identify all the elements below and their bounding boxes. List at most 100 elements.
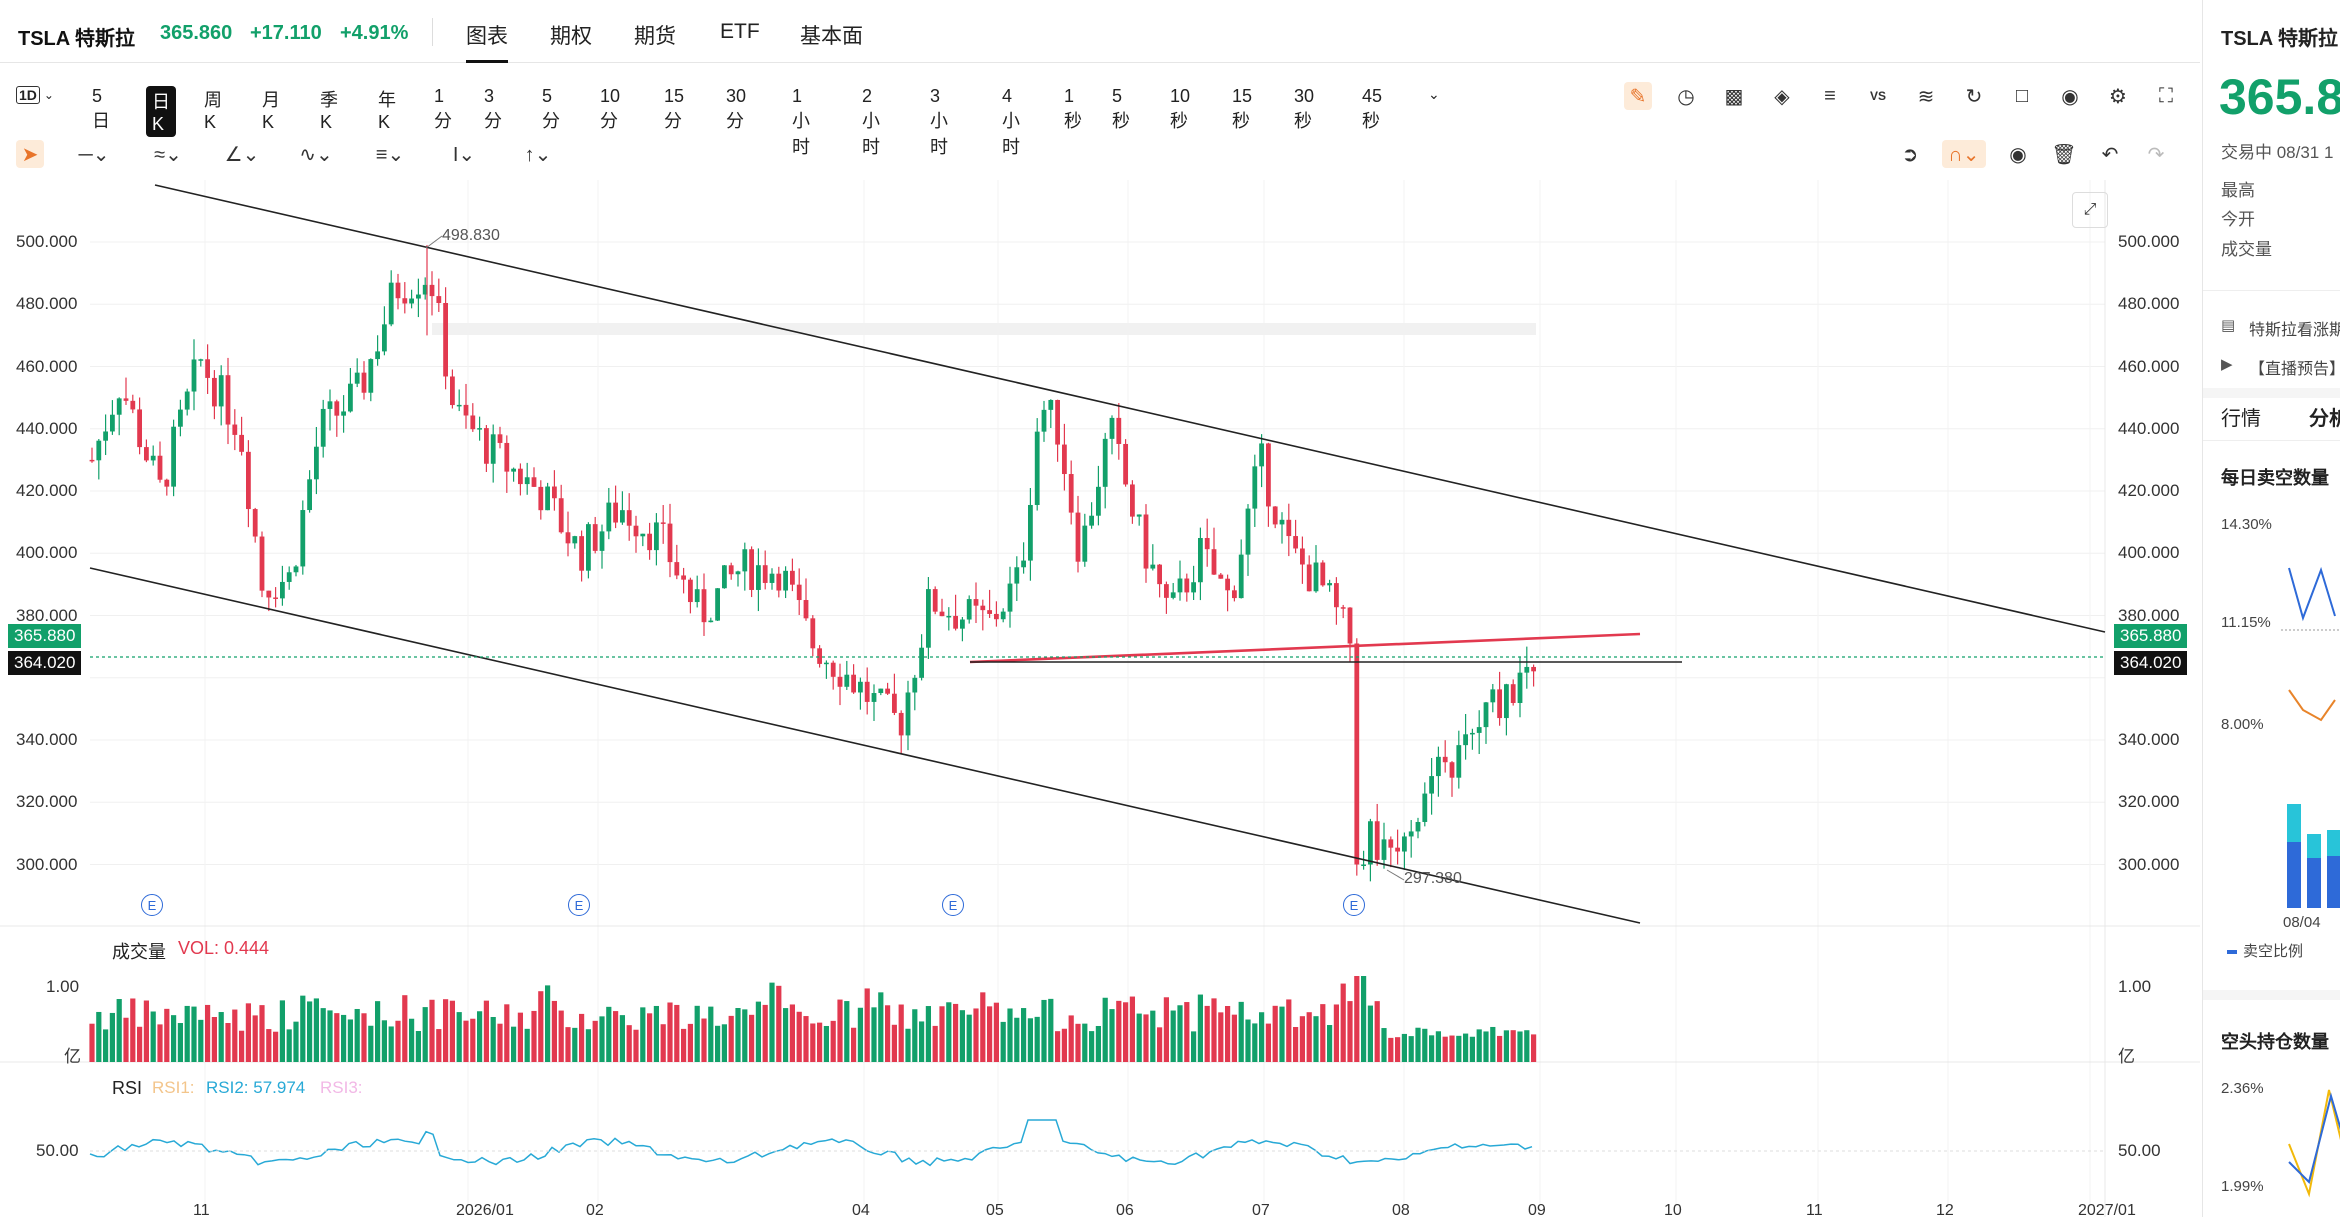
volume-bar — [1361, 976, 1367, 1062]
angle-tool-icon[interactable]: ∠⌄ — [224, 143, 260, 166]
compare-vs-icon[interactable]: VS — [1869, 89, 1886, 103]
candle-body — [1361, 864, 1366, 866]
timeframe-5[interactable]: 年K — [378, 90, 396, 132]
timeframe-0[interactable]: 5日 — [92, 86, 110, 131]
timeframe-3[interactable]: 月K — [262, 90, 280, 132]
magnet-icon[interactable]: ∩⌄ — [1942, 140, 1986, 168]
timeframe-12[interactable]: 1小时 — [792, 86, 810, 157]
fullscreen-icon[interactable]: ⛶ — [2159, 84, 2173, 107]
chevron-down-icon[interactable]: ⌄ — [1428, 86, 1440, 102]
volume-bar — [524, 1028, 530, 1062]
candle-body — [892, 693, 897, 713]
redo-icon[interactable]: ↷ — [2147, 143, 2165, 166]
eraser-icon[interactable]: ➲ — [1901, 143, 1919, 166]
tab-quote[interactable]: 行情 — [2221, 408, 2261, 430]
camera-icon[interactable]: ◉ — [2061, 85, 2079, 108]
volume-bar — [89, 1023, 95, 1062]
timeframe-15[interactable]: 4小时 — [1002, 86, 1020, 157]
timeframe-13[interactable]: 2小时 — [862, 86, 880, 157]
volume-bar — [1463, 1033, 1469, 1062]
tab-chart[interactable]: 图表 — [466, 20, 508, 63]
volume-bar — [218, 1012, 224, 1062]
news-item[interactable]: 【直播预告】 — [2249, 361, 2340, 378]
period-dropdown[interactable]: 1D ⌄ — [16, 86, 54, 104]
candle-body — [1381, 839, 1387, 860]
news-item[interactable]: 特斯拉看涨期 — [2249, 322, 2340, 339]
timeframe-4[interactable]: 季K — [320, 90, 338, 132]
volume-bar — [1435, 1031, 1441, 1062]
volume-bar — [517, 1012, 523, 1062]
timeframe-20[interactable]: 30秒 — [1294, 86, 1315, 131]
undo-icon[interactable]: ↶ — [2101, 143, 2119, 166]
expand-icon[interactable]: ⤢ — [2072, 192, 2108, 228]
eye-icon[interactable]: ◉ — [2009, 143, 2027, 166]
volume-bar — [592, 1020, 598, 1062]
line-tool-icon[interactable]: ─⌄ — [78, 143, 110, 166]
square-icon[interactable]: □ — [2015, 84, 2029, 107]
price-tick: 440.000 — [2118, 418, 2180, 438]
timeframe-17[interactable]: 5秒 — [1112, 86, 1130, 131]
candle-body — [1238, 554, 1244, 599]
fib-tool-icon[interactable]: ≡⌄ — [375, 143, 405, 166]
candle-body — [973, 599, 979, 606]
volume-bar — [687, 1023, 693, 1062]
last-price-tag-left: 365.880 — [8, 624, 82, 648]
volume-bar — [395, 1020, 401, 1062]
timeframe-16[interactable]: 1秒 — [1064, 86, 1082, 131]
arrow-tool-icon[interactable]: ↑⌄ — [524, 143, 552, 166]
gear-icon[interactable]: ⚙ — [2109, 85, 2127, 108]
timeframe-14[interactable]: 3小时 — [930, 86, 948, 157]
replay-icon[interactable]: ↻ — [1965, 85, 1983, 108]
cursor-icon[interactable]: ➤ — [16, 140, 44, 168]
volume-bar — [354, 1008, 360, 1062]
candle-body — [89, 459, 95, 462]
layers-icon[interactable]: ◈ — [1774, 85, 1790, 108]
candle-body — [1449, 762, 1455, 778]
candle-body — [939, 611, 945, 617]
tab-fundamentals[interactable]: 基本面 — [800, 25, 863, 48]
pencil-icon[interactable]: ✎ — [1624, 82, 1652, 110]
timeframe-7[interactable]: 3分 — [484, 86, 502, 131]
tab-futures[interactable]: 期货 — [634, 25, 676, 48]
trash-icon[interactable]: 🗑 — [2051, 143, 2077, 166]
high-annotation: 498.830 — [442, 227, 500, 244]
tab-analysis[interactable]: 分析 — [2309, 408, 2340, 430]
text-tool-icon[interactable]: I⌄ — [452, 143, 476, 166]
timeframe-1[interactable]: 日K — [146, 86, 176, 137]
volume-bar — [878, 992, 884, 1062]
volume-bar — [1109, 1009, 1115, 1062]
candle-body — [1422, 793, 1428, 822]
candle-body — [137, 409, 142, 448]
timeframe-21[interactable]: 45秒 — [1362, 86, 1383, 131]
speedometer-icon[interactable]: ◷ — [1677, 85, 1695, 108]
volume-bar — [762, 1004, 768, 1062]
earnings-marker[interactable]: E — [568, 894, 590, 916]
timeframe-8[interactable]: 5分 — [542, 86, 560, 131]
candle-body — [926, 589, 931, 648]
price-chart[interactable] — [0, 180, 2200, 1217]
volume-bar — [381, 1020, 387, 1062]
timeframe-11[interactable]: 30分 — [726, 86, 747, 131]
tab-etf[interactable]: ETF — [720, 20, 760, 43]
volume-bar — [402, 995, 408, 1062]
earnings-marker[interactable]: E — [1343, 894, 1365, 916]
tab-options[interactable]: 期权 — [550, 25, 592, 48]
indicator-icon[interactable]: ≋ — [1917, 85, 1935, 108]
timeframe-18[interactable]: 10秒 — [1170, 86, 1191, 131]
pattern-tool-icon[interactable]: ∿⌄ — [299, 143, 333, 166]
candlestick-icon[interactable]: ▩ — [1724, 85, 1744, 108]
stat-high-label: 最高 — [2221, 181, 2255, 200]
candle-body — [790, 570, 795, 585]
earnings-marker[interactable]: E — [141, 894, 163, 916]
volume-bar — [1252, 1023, 1258, 1062]
brush-tool-icon[interactable]: ≈⌄ — [154, 143, 182, 166]
timeframe-2[interactable]: 周K — [204, 90, 222, 132]
timeframe-19[interactable]: 15秒 — [1232, 86, 1253, 131]
timeframe-6[interactable]: 1分 — [434, 86, 452, 131]
text-align-icon[interactable]: ≡ — [1824, 84, 1836, 107]
timeframe-9[interactable]: 10分 — [600, 86, 621, 131]
chart-tools: ✎ ◷ ▩ ◈ ≡ VS ≋ ↻ □ ◉ ⚙ ⛶ — [1624, 82, 2180, 110]
earnings-marker[interactable]: E — [942, 894, 964, 916]
candle-body — [912, 677, 918, 693]
timeframe-10[interactable]: 15分 — [664, 86, 685, 131]
